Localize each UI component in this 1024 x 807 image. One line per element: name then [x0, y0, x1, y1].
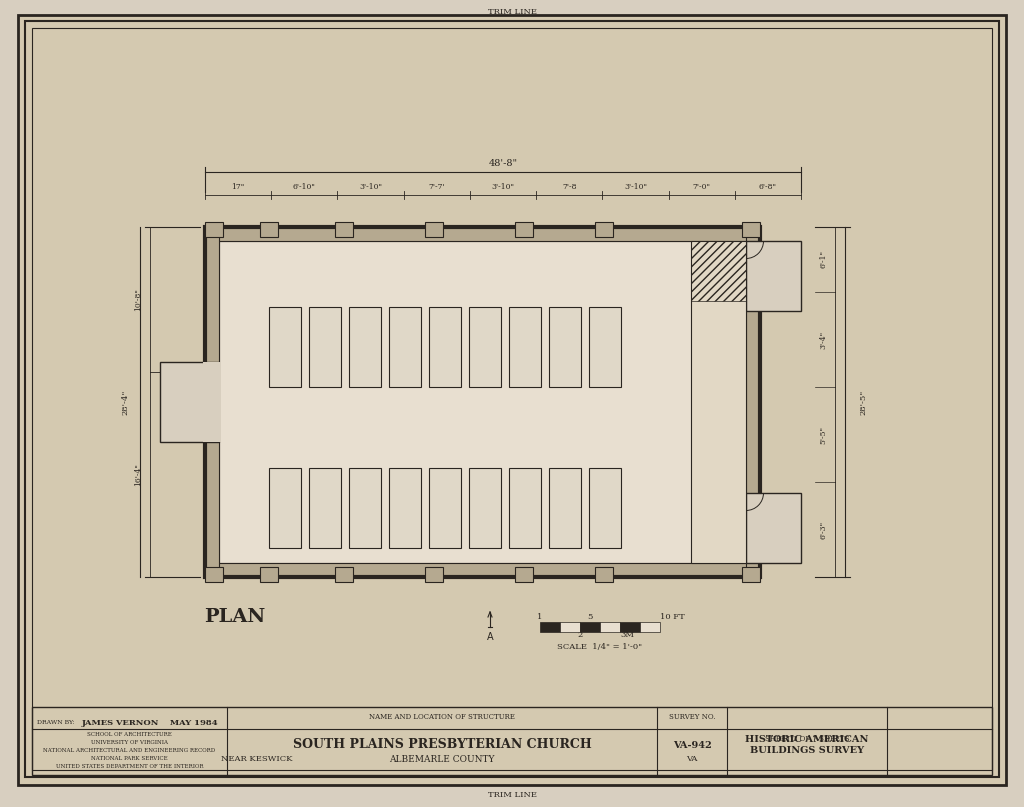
Bar	[620, 622, 640, 632]
Bar	[509, 468, 541, 548]
Bar	[260, 567, 278, 582]
Bar	[540, 622, 560, 632]
Text: 3'-10": 3'-10"	[624, 183, 647, 191]
Bar	[335, 567, 353, 582]
Text: UNITED STATES DEPARTMENT OF THE INTERIOR: UNITED STATES DEPARTMENT OF THE INTERIOR	[55, 763, 203, 768]
Text: 7'-8: 7'-8	[562, 183, 577, 191]
Bar	[589, 468, 621, 548]
Bar	[515, 222, 534, 237]
Bar	[746, 493, 801, 563]
Bar	[269, 468, 301, 548]
Text: 1: 1	[538, 613, 543, 621]
Text: 3'-10": 3'-10"	[359, 183, 382, 191]
Bar	[509, 307, 541, 387]
Bar	[742, 222, 760, 237]
Text: 3M: 3M	[620, 631, 634, 639]
Text: SURVEY NO.: SURVEY NO.	[669, 713, 715, 721]
Text: NAME AND LOCATION OF STRUCTURE: NAME AND LOCATION OF STRUCTURE	[369, 713, 515, 721]
Text: 3'-4": 3'-4"	[819, 330, 827, 349]
Bar	[595, 567, 613, 582]
Bar	[349, 468, 381, 548]
Text: TRIM LINE: TRIM LINE	[487, 791, 537, 799]
Text: SCALE  1/4" = 1'-0": SCALE 1/4" = 1'-0"	[557, 643, 643, 651]
Bar	[640, 622, 660, 632]
Bar	[309, 468, 341, 548]
Text: 28'-5": 28'-5"	[859, 389, 867, 415]
Text: 10'-8": 10'-8"	[134, 288, 142, 311]
Bar	[269, 307, 301, 387]
Bar	[219, 241, 746, 563]
Text: A: A	[486, 632, 494, 642]
Bar	[389, 307, 421, 387]
Bar	[549, 468, 581, 548]
Text: 17": 17"	[231, 183, 245, 191]
Text: TRIM LINE: TRIM LINE	[487, 8, 537, 16]
Bar	[746, 241, 801, 311]
Text: 6'-3": 6'-3"	[819, 521, 827, 538]
Bar	[515, 567, 534, 582]
Bar	[600, 622, 620, 632]
Bar	[560, 622, 580, 632]
Bar	[260, 222, 278, 237]
Bar	[429, 307, 461, 387]
Bar	[746, 227, 760, 577]
Bar	[203, 362, 221, 442]
Bar	[580, 622, 600, 632]
Bar	[425, 567, 443, 582]
Text: NEAR KESWICK: NEAR KESWICK	[221, 755, 293, 763]
Text: 6'-10": 6'-10"	[293, 183, 315, 191]
Text: 10 FT: 10 FT	[660, 613, 685, 621]
Bar	[469, 468, 501, 548]
Bar	[589, 307, 621, 387]
Bar	[691, 241, 746, 563]
Text: HISTORIC AMERICAN
BUILDINGS SURVEY: HISTORIC AMERICAN BUILDINGS SURVEY	[745, 735, 868, 755]
Bar	[309, 307, 341, 387]
Text: NATIONAL ARCHITECTURAL AND ENGINEERING RECORD: NATIONAL ARCHITECTURAL AND ENGINEERING R…	[43, 747, 216, 752]
Text: 6'-8": 6'-8"	[759, 183, 777, 191]
Bar	[335, 222, 353, 237]
Bar	[205, 227, 219, 577]
Bar	[205, 227, 760, 241]
Bar	[205, 563, 760, 577]
Text: ALBEMARLE COUNTY: ALBEMARLE COUNTY	[389, 755, 495, 763]
Bar	[32, 707, 992, 775]
Bar	[205, 227, 760, 577]
Bar	[160, 362, 219, 442]
Text: 28'-4": 28'-4"	[121, 389, 129, 415]
Text: 6'-1": 6'-1"	[819, 250, 827, 269]
Text: 2: 2	[578, 631, 583, 639]
Text: 7'-7': 7'-7'	[428, 183, 445, 191]
Bar	[425, 222, 443, 237]
Bar	[205, 227, 219, 577]
Text: SCHOOL OF ARCHITECTURE: SCHOOL OF ARCHITECTURE	[87, 731, 172, 737]
Text: SHEET 2 OF 7 SHEETS: SHEET 2 OF 7 SHEETS	[765, 735, 849, 743]
Bar	[389, 468, 421, 548]
Text: 5: 5	[588, 613, 593, 621]
Text: JAMES VERNON    MAY 1984: JAMES VERNON MAY 1984	[82, 719, 219, 727]
Text: NATIONAL PARK SERVICE: NATIONAL PARK SERVICE	[91, 755, 168, 760]
Bar	[691, 241, 746, 301]
Bar	[205, 567, 223, 582]
Bar	[205, 222, 223, 237]
Text: 48'-8": 48'-8"	[488, 160, 517, 169]
Text: VA: VA	[686, 755, 697, 763]
Text: SOUTH PLAINS PRESBYTERIAN CHURCH: SOUTH PLAINS PRESBYTERIAN CHURCH	[293, 738, 592, 751]
Text: 5'-5": 5'-5"	[819, 425, 827, 444]
Text: 3'-10": 3'-10"	[492, 183, 514, 191]
Bar	[349, 307, 381, 387]
Bar	[205, 227, 760, 241]
Text: VA-942: VA-942	[673, 741, 712, 750]
Text: PLAN: PLAN	[205, 608, 265, 626]
Bar	[746, 227, 760, 577]
Text: 16'-4": 16'-4"	[134, 463, 142, 486]
Bar	[469, 307, 501, 387]
Text: DRAWN BY:: DRAWN BY:	[37, 721, 75, 725]
Bar	[549, 307, 581, 387]
Bar	[205, 563, 760, 577]
Text: UNIVERSITY OF VIRGINIA: UNIVERSITY OF VIRGINIA	[91, 739, 168, 745]
Bar	[595, 222, 613, 237]
Bar	[742, 567, 760, 582]
Text: 7'-0": 7'-0"	[692, 183, 711, 191]
Bar	[429, 468, 461, 548]
